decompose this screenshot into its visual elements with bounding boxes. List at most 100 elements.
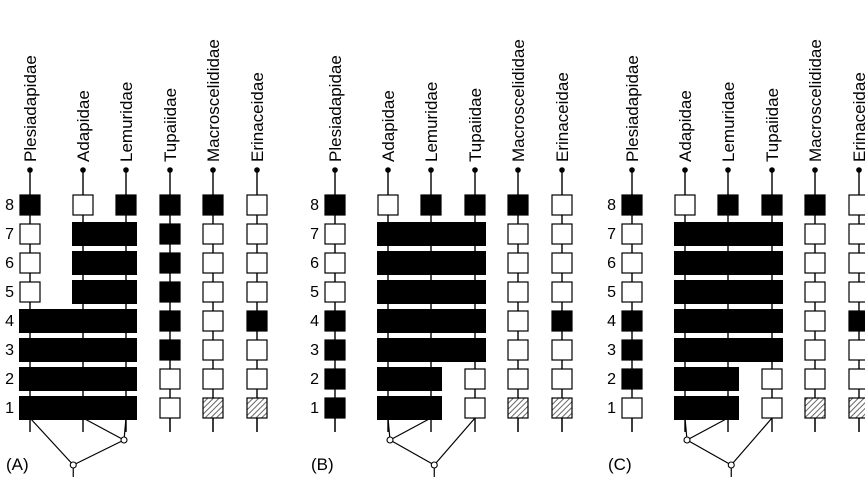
character-state-empty — [19, 281, 41, 303]
tree-root-node — [727, 461, 735, 469]
character-number: 5 — [5, 284, 14, 301]
taxon-label: Tupaiidae — [763, 88, 782, 162]
character-state-empty — [324, 223, 346, 245]
synapomorphy-bar — [19, 396, 137, 420]
character-state-empty — [202, 368, 224, 390]
character-number: 5 — [607, 284, 616, 301]
tree-branch — [72, 439, 125, 466]
synapomorphy-bar — [72, 251, 137, 275]
character-state-empty — [848, 368, 865, 390]
tree-node — [683, 436, 691, 444]
character-number: 4 — [607, 313, 616, 330]
character-state-empty — [159, 397, 181, 419]
character-state-empty — [72, 194, 94, 216]
synapomorphy-bar — [674, 280, 783, 304]
character-state-empty — [804, 223, 826, 245]
synapomorphy-bar — [674, 367, 739, 391]
character-number: 8 — [310, 197, 319, 214]
tree-branch — [433, 417, 476, 466]
taxon-label: Tupaiidae — [161, 88, 180, 162]
character-state-filled — [804, 194, 826, 216]
taxon-label: Adapidae — [676, 90, 695, 162]
character-state-empty — [246, 252, 268, 274]
character-state-empty — [464, 397, 486, 419]
character-number: 1 — [5, 400, 14, 417]
taxon-label: Adapidae — [74, 90, 93, 162]
synapomorphy-bar — [674, 396, 739, 420]
character-state-filled — [848, 310, 865, 332]
character-state-empty — [246, 368, 268, 390]
character-state-filled — [621, 368, 643, 390]
taxon-node-dot — [123, 167, 129, 173]
taxon-label: Adapidae — [379, 90, 398, 162]
character-state-filled — [159, 194, 181, 216]
panel-label: (C) — [608, 455, 632, 474]
character-state-empty — [551, 368, 573, 390]
synapomorphy-bar — [377, 280, 486, 304]
character-state-empty — [202, 281, 224, 303]
character-state-empty — [507, 310, 529, 332]
taxon-label: Plesiadapidae — [326, 55, 345, 162]
character-state-empty — [159, 368, 181, 390]
character-number: 6 — [310, 255, 319, 272]
tree-root-node — [430, 461, 438, 469]
character-state-hatched — [202, 397, 224, 419]
character-state-empty — [761, 368, 783, 390]
character-state-empty — [621, 281, 643, 303]
tree-branch — [123, 417, 127, 441]
taxon-node-dot — [254, 167, 260, 173]
character-number: 2 — [5, 371, 14, 388]
character-number: 4 — [310, 313, 319, 330]
synapomorphy-bar — [72, 280, 137, 304]
character-state-empty — [507, 339, 529, 361]
character-state-empty — [848, 223, 865, 245]
synapomorphy-bar — [377, 367, 442, 391]
character-state-filled — [761, 194, 783, 216]
character-state-empty — [507, 252, 529, 274]
character-state-empty — [848, 339, 865, 361]
taxon-node-dot — [428, 167, 434, 173]
character-state-empty — [621, 223, 643, 245]
taxon-node-dot — [472, 167, 478, 173]
character-state-filled — [621, 339, 643, 361]
character-state-filled — [115, 194, 137, 216]
synapomorphy-bar — [377, 222, 486, 246]
character-state-filled — [621, 310, 643, 332]
character-state-empty — [551, 281, 573, 303]
taxon-node-dot — [80, 167, 86, 173]
taxon-node-dot — [27, 167, 33, 173]
taxon-label: Plesiadapidae — [623, 55, 642, 162]
character-state-filled — [19, 194, 41, 216]
character-state-filled — [324, 310, 346, 332]
taxon-node-dot — [812, 167, 818, 173]
synapomorphy-bar — [674, 222, 783, 246]
character-state-filled — [159, 281, 181, 303]
synapomorphy-bar — [377, 251, 486, 275]
tree-branch — [684, 417, 688, 441]
synapomorphy-bar — [19, 338, 137, 362]
character-state-hatched — [848, 397, 865, 419]
character-state-empty — [19, 223, 41, 245]
taxon-label: Macroscelididae — [806, 39, 825, 162]
character-state-filled — [159, 252, 181, 274]
character-number: 6 — [607, 255, 616, 272]
character-state-empty — [621, 252, 643, 274]
character-state-empty — [507, 281, 529, 303]
taxon-node-dot — [769, 167, 775, 173]
tree-branch — [387, 417, 391, 441]
character-state-empty — [507, 368, 529, 390]
character-number: 3 — [607, 342, 616, 359]
taxon-node-dot — [332, 167, 338, 173]
character-state-empty — [507, 223, 529, 245]
panel-label: (B) — [311, 455, 334, 474]
character-state-empty — [804, 252, 826, 274]
character-state-empty — [202, 339, 224, 361]
character-state-empty — [551, 223, 573, 245]
character-state-empty — [246, 194, 268, 216]
character-number: 1 — [310, 400, 319, 417]
tree-branch — [686, 439, 732, 466]
character-state-empty — [202, 310, 224, 332]
character-number: 7 — [607, 226, 616, 243]
character-state-filled — [159, 339, 181, 361]
taxon-node-dot — [629, 167, 635, 173]
